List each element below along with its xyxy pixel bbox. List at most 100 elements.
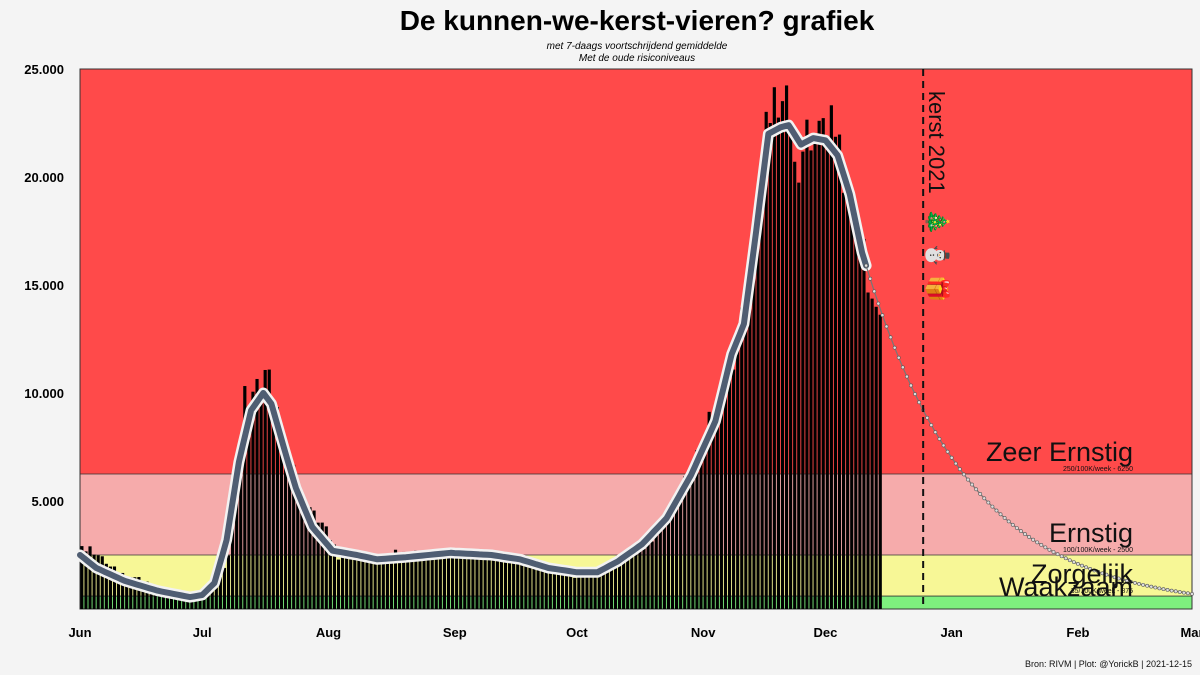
bar <box>222 567 227 609</box>
bar <box>764 111 768 609</box>
bar <box>552 573 556 609</box>
bar <box>259 389 263 609</box>
x-tick-label: Jun <box>68 625 91 640</box>
bar <box>226 555 231 609</box>
bar <box>732 369 736 609</box>
projection-point <box>970 482 974 487</box>
bar <box>288 455 292 609</box>
bar <box>499 555 504 609</box>
x-tick-label: Dec <box>813 625 837 640</box>
bar <box>96 555 100 609</box>
bar <box>874 306 878 609</box>
bar <box>638 540 642 609</box>
bar <box>182 594 186 609</box>
x-tick-label: Nov <box>691 625 716 640</box>
bar <box>483 556 487 609</box>
projection-point <box>1169 588 1174 593</box>
daily-cases-bars <box>80 85 882 610</box>
bar <box>206 592 210 609</box>
projection-point <box>1181 590 1186 595</box>
projection-point <box>1014 526 1019 530</box>
projection-point <box>974 487 979 492</box>
bar <box>296 486 300 609</box>
zone-label-1: Ernstig <box>1049 518 1133 548</box>
bar <box>129 577 133 609</box>
bar <box>141 581 145 609</box>
bar <box>442 555 446 609</box>
projection-point <box>953 461 958 466</box>
bar <box>752 270 756 609</box>
bar <box>516 555 520 609</box>
bar <box>556 573 561 609</box>
bar <box>780 101 785 610</box>
bar <box>198 594 202 609</box>
bar <box>756 224 760 609</box>
bar <box>149 585 153 609</box>
bar <box>573 577 577 609</box>
bar <box>589 574 593 609</box>
bar <box>837 134 842 610</box>
projection-point <box>913 392 917 396</box>
bar <box>776 117 781 609</box>
moving-average-line <box>74 119 872 603</box>
bar <box>512 556 516 609</box>
bar <box>846 182 850 609</box>
bar <box>662 521 666 609</box>
bar <box>805 119 809 609</box>
bar <box>161 588 165 609</box>
bar <box>727 362 732 609</box>
zone-label-2: Zorgelijk <box>1031 559 1134 589</box>
bar <box>377 559 381 609</box>
bar <box>450 549 455 609</box>
projection-point <box>1035 540 1040 545</box>
bar <box>540 569 544 609</box>
projection-point <box>1112 575 1117 580</box>
projection-point <box>900 365 905 370</box>
projection-point <box>966 477 970 482</box>
bar <box>393 549 398 609</box>
bar <box>479 555 483 609</box>
bar <box>833 136 838 609</box>
bar <box>218 576 222 609</box>
bar <box>679 490 683 609</box>
bar <box>870 298 874 609</box>
projection-point <box>1055 552 1060 557</box>
bar <box>418 555 422 609</box>
bar <box>585 576 589 609</box>
projection-point <box>1047 547 1052 552</box>
bar <box>528 566 532 609</box>
projection-point <box>1116 576 1121 581</box>
bar <box>630 552 634 609</box>
projection-point <box>986 500 991 505</box>
bar <box>406 555 410 609</box>
bar <box>487 554 491 609</box>
bar <box>613 560 618 609</box>
bar <box>829 105 833 610</box>
projection-point <box>884 324 889 329</box>
bar <box>605 565 609 609</box>
bar <box>430 555 434 609</box>
projection-point <box>982 496 987 501</box>
bar <box>121 572 125 609</box>
bar <box>434 552 438 609</box>
projection-point <box>917 400 921 405</box>
projection-point <box>1023 532 1027 536</box>
bar <box>789 134 793 609</box>
bar <box>410 553 414 609</box>
chart-subtitle-1: met 7-daags voortschrijdend gemiddelde <box>547 41 728 52</box>
bar <box>275 407 279 609</box>
bar <box>153 585 157 609</box>
bar <box>251 391 255 609</box>
projection-point <box>1088 566 1093 571</box>
bar <box>422 554 426 609</box>
bar <box>365 559 369 609</box>
x-tick-label: Jan <box>940 625 962 640</box>
bar <box>854 228 858 609</box>
projection-point <box>961 472 966 477</box>
bar <box>267 369 271 609</box>
bar <box>271 399 275 609</box>
bar <box>373 563 377 609</box>
bar <box>312 510 316 609</box>
projection-point <box>1063 556 1068 561</box>
